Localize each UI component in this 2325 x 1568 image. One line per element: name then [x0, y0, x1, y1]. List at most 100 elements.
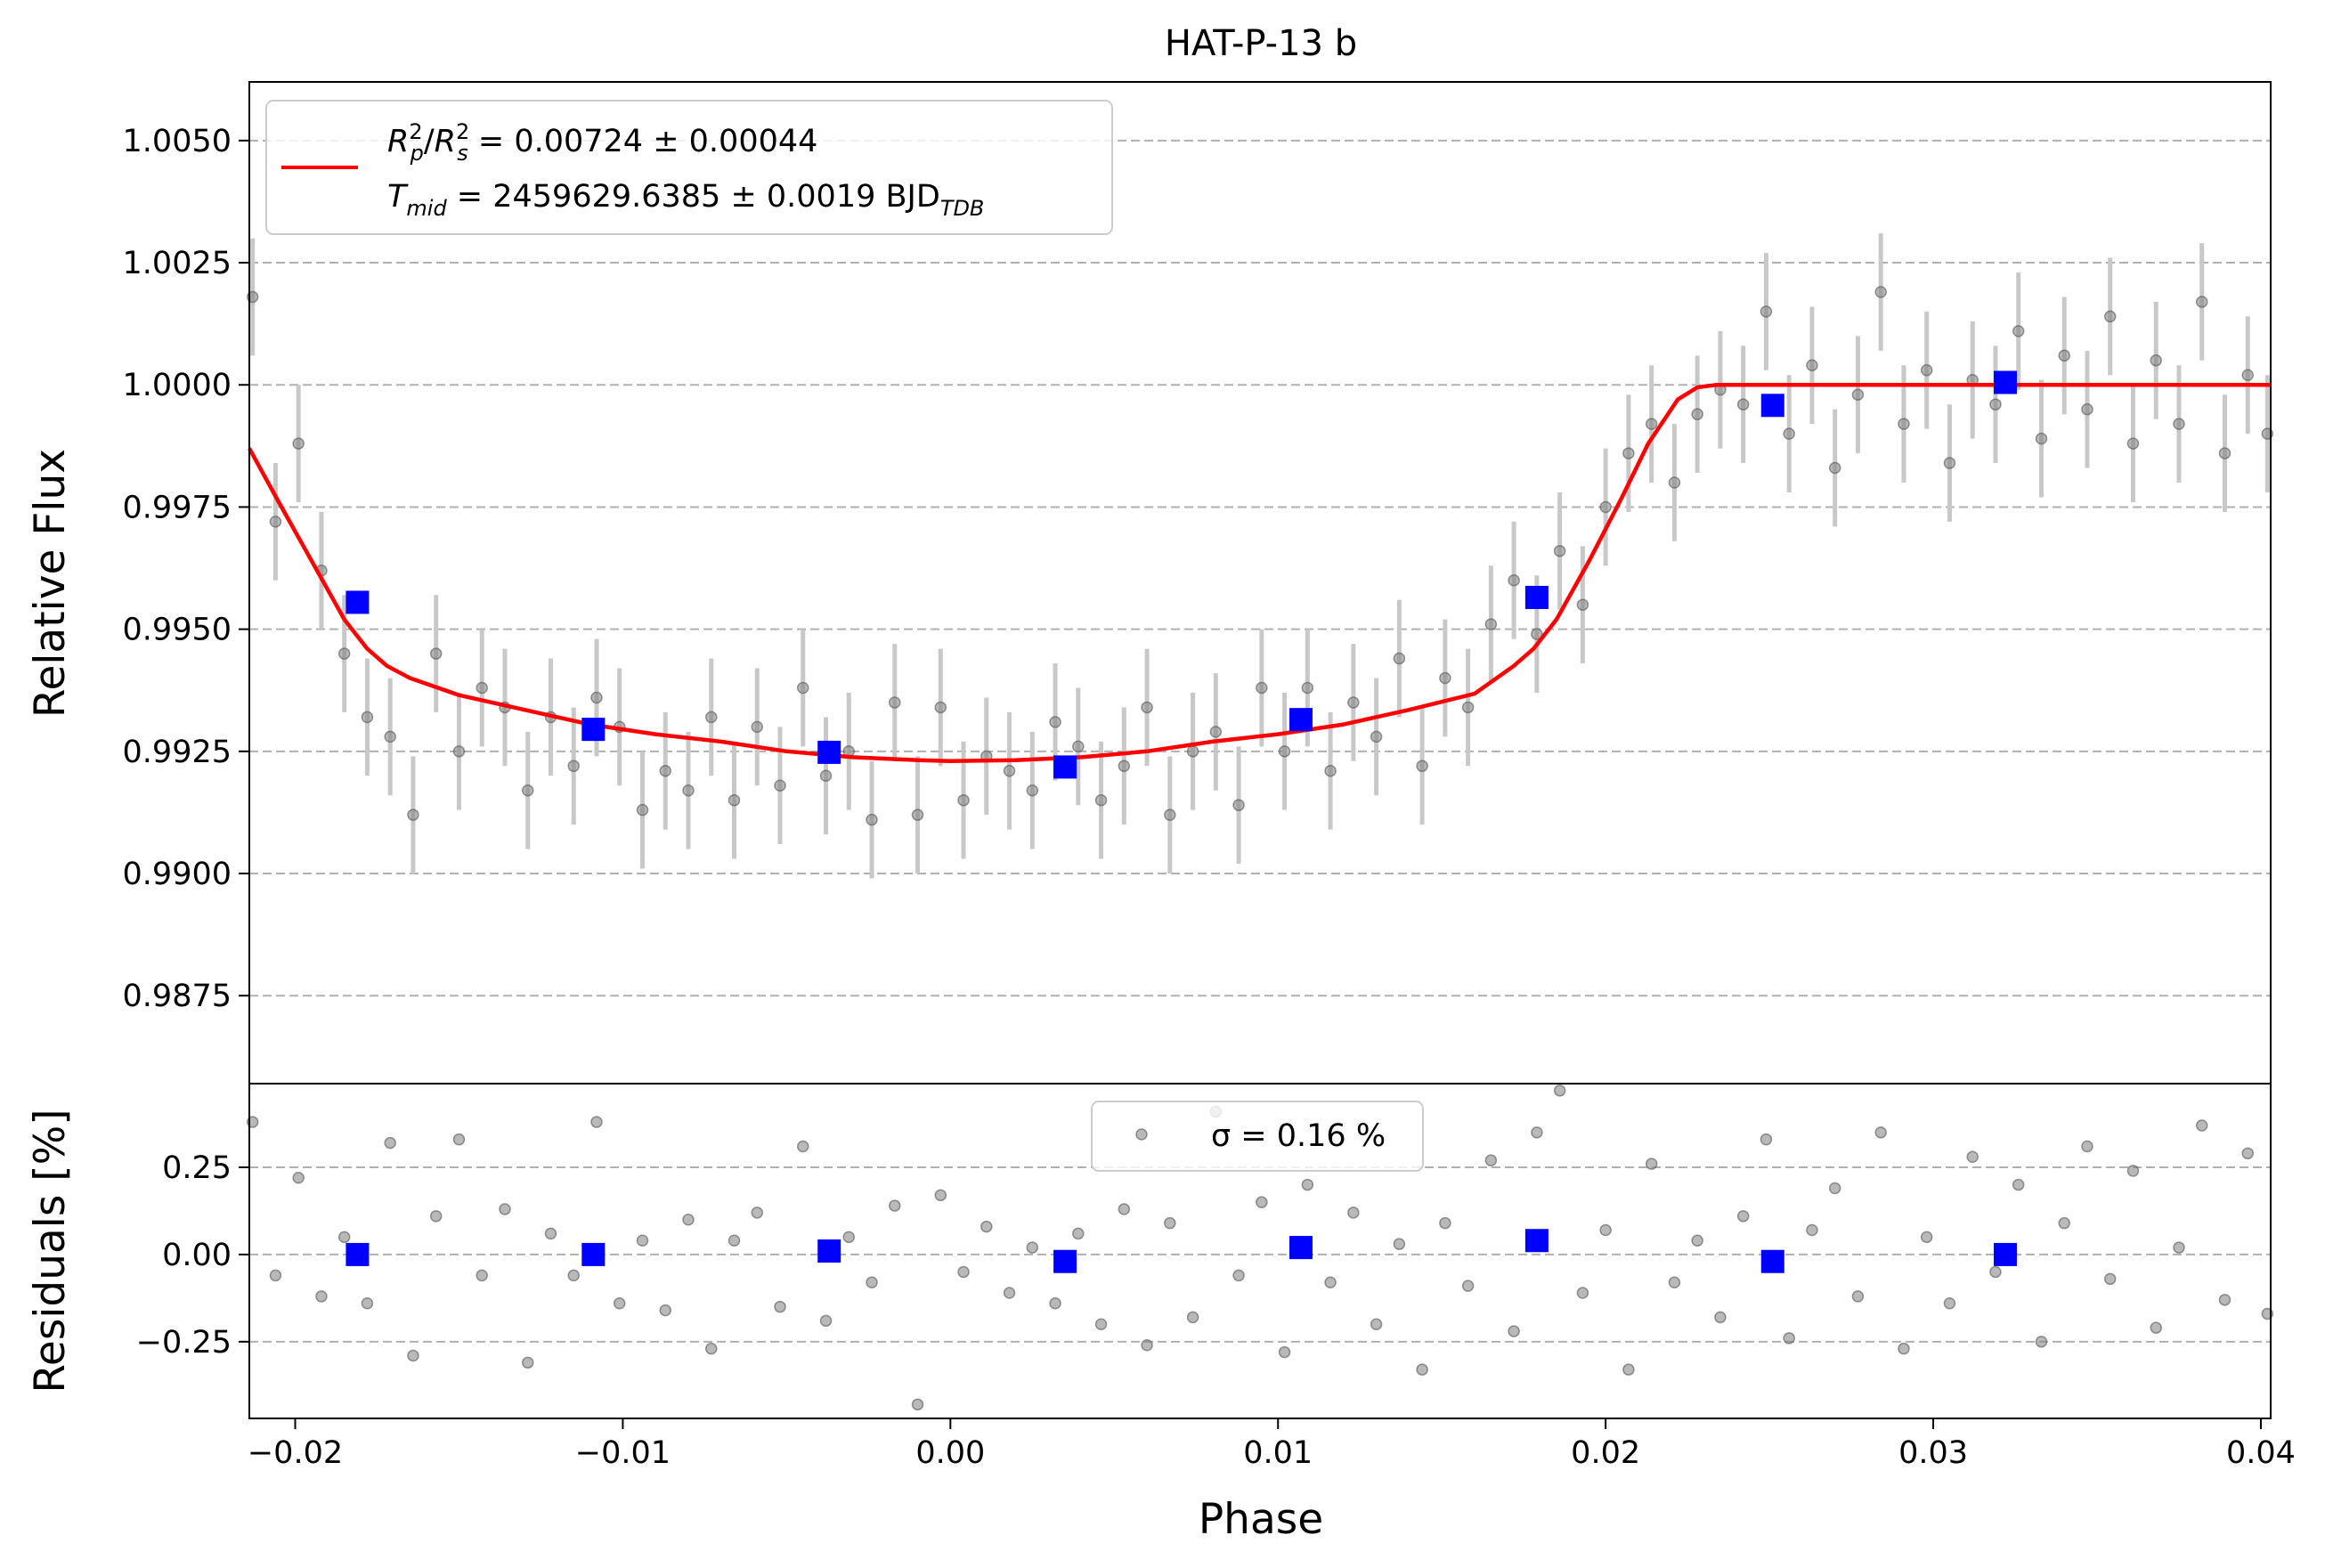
- residual-point: [774, 1300, 786, 1313]
- data-point: [452, 745, 466, 758]
- main-y-ticks: 0.9875 0.9900 0.9925 0.9950 0.9975 1.0000 1.00…: [123, 124, 249, 1014]
- residual-point: [1920, 1231, 1933, 1244]
- residual-point: [337, 1231, 351, 1244]
- data-point: [567, 760, 580, 773]
- residual-point: [2150, 1321, 2162, 1334]
- residual-point: [2241, 1147, 2254, 1160]
- x-axis-label: Phase: [1199, 1495, 1323, 1544]
- x-tick-label: 0.01: [1243, 1435, 1313, 1471]
- residual-point: [1714, 1311, 1727, 1324]
- residual-point: [1141, 1339, 1153, 1352]
- legend-text-radius-ratio: R2 p/R2 s = 0.00724 ± 0.00044: [387, 119, 817, 166]
- residual-point: [1989, 1265, 2002, 1279]
- data-point: [1324, 765, 1337, 777]
- residual-point: [429, 1210, 443, 1223]
- data-point: [2195, 296, 2208, 308]
- residual-point: [1484, 1154, 1498, 1166]
- data-point: [429, 647, 443, 660]
- residual-point: [1783, 1332, 1795, 1345]
- data-point: [292, 437, 305, 450]
- residual-binned-point: [345, 1242, 370, 1266]
- residual-point: [1898, 1342, 1910, 1355]
- residual-point: [1393, 1238, 1406, 1250]
- residual-point: [2081, 1140, 2093, 1153]
- residual-frame: [248, 1083, 2272, 1419]
- data-point: [1094, 793, 1108, 807]
- data-point: [1393, 652, 1406, 665]
- residuals-y-axis-label: Residuals [%]: [26, 1109, 75, 1393]
- residual-point: [889, 1199, 901, 1212]
- main-legend[interactable]: R2 p/R2 s = 0.00724 ± 0.00044 Tmid = 24596…: [265, 100, 1113, 235]
- residual-legend-box: [1091, 1101, 1424, 1172]
- residual-point: [361, 1297, 374, 1310]
- residual-point: [292, 1172, 305, 1184]
- residual-point: [407, 1349, 419, 1362]
- main-y-tick-label: 0.9925: [123, 735, 232, 770]
- residual-point: [1599, 1223, 1612, 1237]
- residual-legend[interactable]: σ = 0.16 %: [1091, 1101, 1424, 1172]
- residual-point: [728, 1234, 741, 1247]
- residual-point: [2173, 1241, 2185, 1254]
- residual-point: [2126, 1165, 2140, 1177]
- residual-point: [2035, 1336, 2048, 1348]
- data-point: [1186, 745, 1199, 758]
- data-point: [866, 813, 878, 826]
- residual-point: [1874, 1126, 1887, 1139]
- data-point: [1531, 628, 1543, 640]
- residual-binned-point: [581, 1242, 606, 1266]
- binned-point: [1289, 708, 1313, 732]
- residual-point: [544, 1227, 557, 1240]
- residual-point: [1760, 1133, 1773, 1146]
- residual-point: [2012, 1178, 2025, 1191]
- residual-point: [1186, 1311, 1199, 1324]
- residual-point: [636, 1234, 649, 1247]
- x-tick-label: 0.02: [1571, 1435, 1640, 1471]
- residual-point: [1576, 1287, 1589, 1299]
- data-point: [1461, 701, 1475, 714]
- data-point: [1256, 681, 1268, 695]
- data-point: [1439, 671, 1451, 685]
- data-point: [1049, 716, 1061, 728]
- data-point: [1553, 545, 1566, 557]
- data-point: [1026, 784, 1039, 797]
- residual-point: [980, 1220, 993, 1233]
- main-y-tick-label: 1.0050: [123, 124, 232, 159]
- data-point: [1072, 740, 1085, 753]
- x-tick-label: 0.00: [915, 1435, 985, 1471]
- residual-point: [1736, 1210, 1750, 1223]
- residual-point: [819, 1314, 833, 1328]
- data-point: [521, 784, 534, 797]
- main-y-tick-label: 0.9950: [123, 613, 232, 648]
- data-point: [636, 803, 649, 816]
- data-point: [934, 701, 947, 714]
- residual-point: [1301, 1178, 1314, 1191]
- residual-point: [1232, 1269, 1245, 1282]
- data-point: [1622, 447, 1635, 459]
- data-point: [2081, 402, 2093, 416]
- residual-point: [1003, 1287, 1016, 1299]
- data-point: [1760, 305, 1773, 318]
- data-point: [384, 730, 396, 743]
- main-y-tick-label: 0.9975: [123, 490, 232, 525]
- main-binned-points: [345, 370, 2017, 779]
- residual-point: [521, 1356, 534, 1369]
- residual-y-ticks: −0.25 0.00 0.25: [136, 1150, 249, 1361]
- data-point: [1691, 408, 1703, 420]
- residual-point: [2195, 1119, 2208, 1132]
- data-point: [1232, 799, 1245, 811]
- residual-point: [315, 1290, 328, 1303]
- residual-point: [1026, 1241, 1039, 1254]
- residual-point: [1508, 1325, 1520, 1337]
- residual-point: [1943, 1297, 1956, 1310]
- legend-box: [265, 100, 1113, 235]
- legend-text-mid-time: Tmid = 2459629.6385 ± 0.0019 BJDTDB: [387, 179, 984, 221]
- data-point: [1484, 618, 1498, 630]
- data-point: [797, 681, 809, 695]
- residual-point: [1645, 1158, 1658, 1170]
- residual-binned-points: [345, 1229, 2017, 1273]
- residual-point: [957, 1265, 970, 1279]
- residual-point: [705, 1342, 718, 1355]
- data-point: [1668, 476, 1681, 489]
- model-line: [248, 382, 2271, 764]
- residual-point: [1370, 1318, 1383, 1330]
